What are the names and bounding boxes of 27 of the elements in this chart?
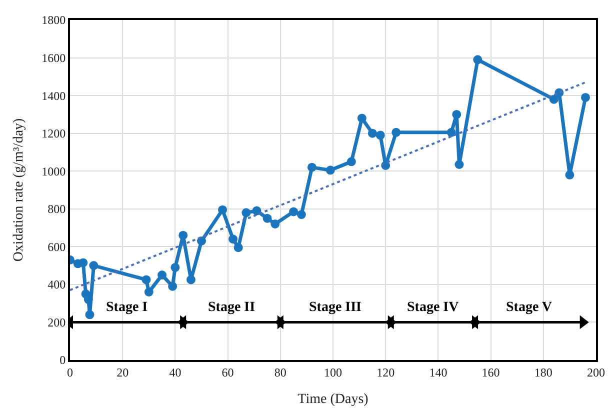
y-tick-label: 0 [60, 353, 66, 368]
annotation: Stage V [506, 300, 552, 315]
x-tick-label: 40 [169, 365, 182, 380]
y-tick-label: 800 [48, 202, 66, 216]
y-tick-label: 600 [48, 240, 66, 254]
x-tick-label: 60 [222, 365, 234, 380]
x-tick-label: 20 [116, 365, 129, 380]
x-tick-label: 100 [324, 365, 342, 380]
x-tick-label: 180 [534, 365, 552, 380]
y-tick-label: 1800 [42, 13, 66, 28]
annotation: Stage II [208, 300, 256, 315]
x-tick-label: 80 [274, 365, 286, 380]
y-tick-label: 1200 [42, 126, 66, 141]
y-tick-label: 1000 [42, 164, 66, 178]
y-tick-label: 1400 [42, 88, 66, 103]
y-tick-label: 400 [48, 278, 66, 292]
annotation: Stage I [106, 300, 148, 315]
x-tick-label: 200 [587, 365, 605, 380]
annotation: Stage IV [407, 300, 459, 315]
x-tick-label: 140 [429, 365, 448, 380]
y-tick-label: 1600 [42, 50, 66, 65]
y-tick-label: 200 [48, 315, 66, 330]
x-tick-label: 120 [376, 365, 395, 380]
annotation: Stage III [309, 300, 362, 315]
y-axis-title: Oxidation rate (g/m³/day) [12, 118, 27, 262]
x-tick-label: 160 [482, 365, 500, 380]
x-axis-title: Time (Days) [298, 392, 369, 408]
